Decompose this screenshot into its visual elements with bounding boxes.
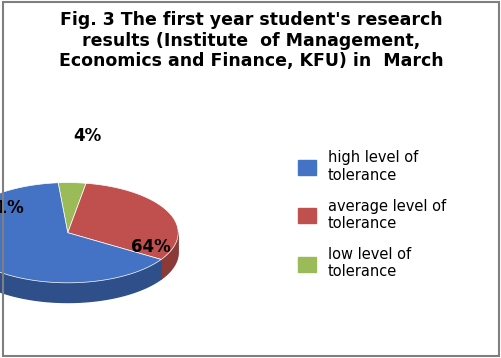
Legend: high level of
tolerance, average level of
tolerance, low level of
tolerance: high level of tolerance, average level o…	[298, 150, 445, 280]
Polygon shape	[68, 183, 178, 260]
Text: Fig. 3 The first year student's research
results (Institute  of Management,
Econ: Fig. 3 The first year student's research…	[59, 11, 442, 70]
Polygon shape	[0, 233, 161, 303]
Polygon shape	[58, 183, 86, 233]
Polygon shape	[0, 183, 161, 283]
Text: 64%: 64%	[130, 238, 170, 256]
Text: 31%: 31%	[0, 199, 25, 217]
Polygon shape	[161, 233, 178, 279]
Text: 4%: 4%	[74, 127, 102, 145]
